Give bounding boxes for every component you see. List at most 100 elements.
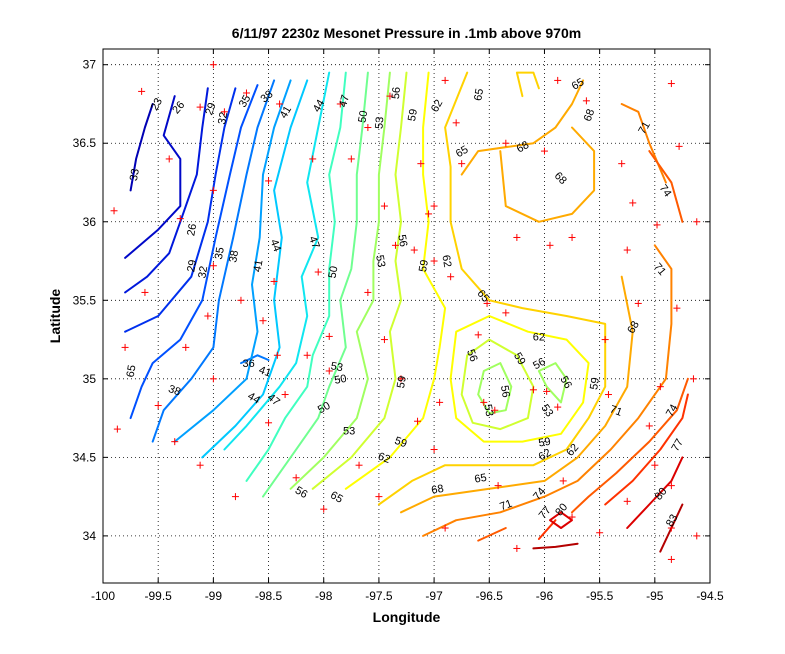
station-marker: [154, 402, 162, 410]
contour-label: 41: [278, 104, 295, 121]
contour-label: 65: [328, 489, 345, 506]
station-marker: [209, 262, 217, 270]
x-tick-label: -99: [205, 589, 223, 603]
contour-label: 36: [243, 358, 255, 370]
x-tick-label: -94.5: [696, 589, 724, 603]
contour-line-65: [515, 71, 540, 98]
contour-label: 50: [333, 373, 347, 387]
station-marker: [237, 296, 245, 304]
contour-label: 35: [213, 246, 227, 260]
contour-label: 53: [539, 402, 556, 419]
contour-label: 56: [498, 384, 512, 398]
station-marker: [458, 160, 466, 168]
contour-line-65: [377, 71, 607, 506]
station-marker: [270, 277, 278, 285]
station-marker: [667, 555, 675, 563]
contour-label: 83: [664, 512, 681, 529]
contour-line-74: [571, 377, 689, 514]
x-tick-label: -98.5: [255, 589, 283, 603]
contour-label: 53: [373, 254, 387, 268]
contour-label: 38: [227, 249, 241, 263]
station-marker: [618, 160, 626, 168]
x-tick-label: -100: [91, 589, 115, 603]
station-marker: [364, 288, 372, 296]
contour-label: 74: [664, 402, 681, 419]
station-marker: [273, 351, 281, 359]
station-marker: [491, 406, 499, 414]
station-marker: [121, 343, 129, 351]
station-marker: [325, 367, 333, 375]
station-marker: [375, 493, 383, 501]
station-marker: [693, 532, 701, 540]
contour-line-38: [240, 354, 270, 365]
station-marker: [529, 386, 537, 394]
station-marker: [667, 524, 675, 532]
station-marker: [645, 422, 653, 430]
station-marker: [380, 202, 388, 210]
contour-label: 68: [515, 139, 532, 156]
contour-label: 44: [268, 238, 283, 254]
contour-line-68: [460, 79, 585, 176]
station-marker: [430, 257, 438, 265]
contour-line-68: [400, 275, 634, 514]
contour-label: 62: [533, 331, 545, 343]
station-marker: [596, 529, 604, 537]
station-marker: [220, 108, 228, 116]
contour-label: 56: [293, 485, 310, 502]
contour-label: 59: [417, 259, 431, 273]
contour-label: 59: [406, 108, 420, 122]
x-tick-label: -95: [646, 589, 664, 603]
station-marker: [397, 375, 405, 383]
station-marker: [303, 351, 311, 359]
contour-line-62: [344, 71, 447, 490]
contour-label: 53: [343, 426, 355, 438]
station-marker: [242, 89, 250, 97]
contour-line-38: [151, 79, 276, 443]
contour-label: 65: [125, 364, 139, 378]
contour-label: 74: [657, 182, 674, 199]
contour-label: 32: [216, 111, 230, 125]
station-marker: [380, 336, 388, 344]
station-marker: [325, 332, 333, 340]
contour-line-56: [537, 362, 568, 404]
station-marker: [441, 76, 449, 84]
contour-label: 56: [464, 348, 479, 364]
contour-label: 38: [167, 383, 183, 398]
x-axis-ticks: -100 -99.5 -99 -98.5 -98 -97.5 -97 -96.5 -96 -95.…: [91, 49, 724, 603]
contour-line-80: [626, 456, 684, 529]
station-marker: [417, 160, 425, 168]
station-marker: [452, 119, 460, 127]
station-marker: [425, 210, 433, 218]
station-marker: [656, 383, 664, 391]
station-marker: [110, 207, 118, 215]
contour-label: 62: [429, 98, 446, 115]
station-marker: [410, 246, 418, 254]
x-tick-label: -96.5: [476, 589, 504, 603]
station-marker: [265, 177, 273, 185]
station-marker: [281, 391, 289, 399]
station-marker: [196, 461, 204, 469]
contour-label: 68: [625, 319, 642, 336]
station-marker: [634, 299, 642, 307]
y-axis-label: Latitude: [47, 289, 63, 344]
station-markers: [110, 61, 701, 563]
contour-line-26: [124, 95, 182, 259]
contour-line-53: [262, 71, 369, 498]
contour-label: 53: [373, 116, 386, 129]
station-marker: [673, 304, 681, 312]
contour-label: 50: [316, 400, 333, 417]
station-marker: [265, 419, 273, 427]
station-marker: [623, 497, 631, 505]
contour-label: 65: [570, 76, 587, 93]
contour-label: 35: [237, 93, 254, 110]
contour-label: 65: [474, 472, 488, 486]
contour-label: 53: [330, 360, 344, 374]
contour-label: 68: [582, 107, 597, 123]
contour-line-68: [499, 126, 596, 223]
contour-line-50: [245, 71, 347, 482]
contour-label: 59: [511, 351, 528, 368]
contour-label: 68: [431, 483, 445, 497]
station-marker: [138, 87, 146, 95]
contour-label: 47: [337, 94, 352, 109]
